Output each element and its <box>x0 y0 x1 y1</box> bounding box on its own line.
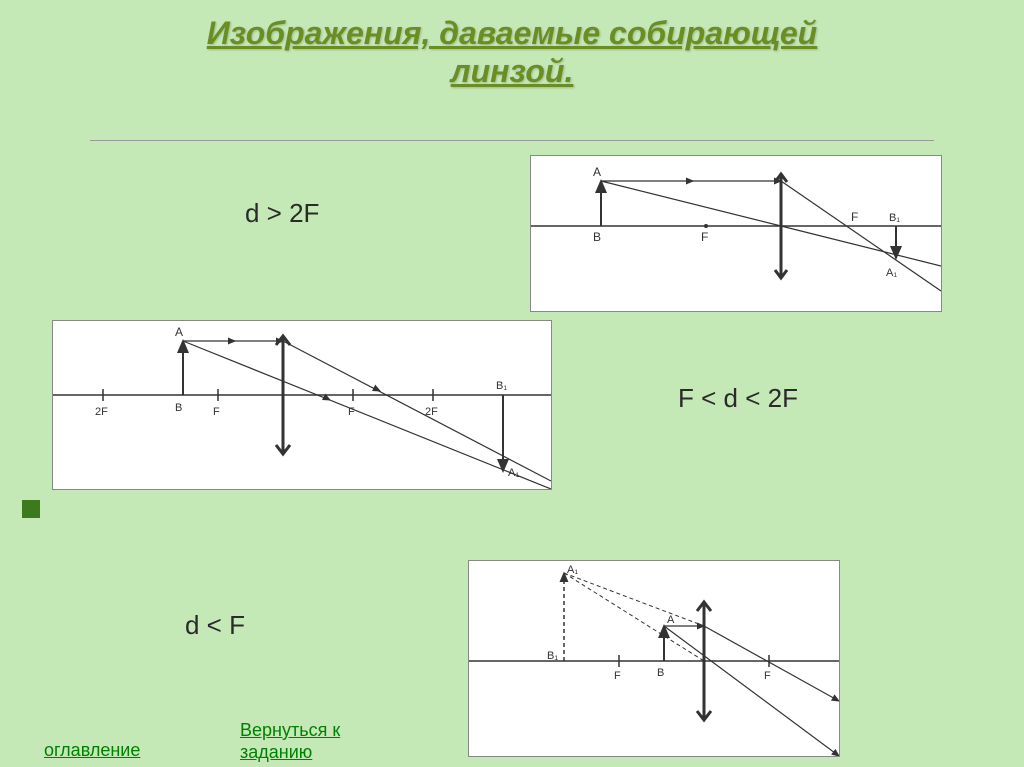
link-back-line1[interactable]: Вернуться к <box>240 720 340 741</box>
svg-text:A₁: A₁ <box>567 564 578 576</box>
diagram-svg-3: F F A B A₁ B₁ <box>469 561 839 756</box>
svg-text:A₁: A₁ <box>508 467 519 479</box>
diagram-f-lt-d-lt-2f: 2F F F 2F A B B₁ A₁ <box>52 320 552 490</box>
svg-text:A₁: A₁ <box>886 267 897 279</box>
svg-text:F: F <box>701 230 708 244</box>
title-line-2: линзой. <box>451 53 574 89</box>
svg-text:B₁: B₁ <box>547 650 558 662</box>
condition-1: d > 2F <box>245 198 319 229</box>
svg-text:B: B <box>175 402 182 414</box>
svg-text:2F: 2F <box>95 406 108 418</box>
svg-text:F: F <box>213 406 220 418</box>
svg-text:F: F <box>851 210 858 224</box>
diagram-d-gt-2f: A B F F B₁ A₁ <box>530 155 942 312</box>
condition-3: d < F <box>185 610 245 641</box>
svg-text:B₁: B₁ <box>496 380 507 392</box>
svg-text:A: A <box>593 165 601 179</box>
bullet-decoration <box>22 500 40 518</box>
title-line-1: Изображения, даваемые собирающей <box>207 15 817 51</box>
diagram-svg-2: 2F F F 2F A B B₁ A₁ <box>53 321 551 489</box>
svg-text:F: F <box>614 670 621 682</box>
svg-text:B₁: B₁ <box>889 212 900 224</box>
svg-text:F: F <box>764 670 771 682</box>
link-toc[interactable]: оглавление <box>44 740 140 761</box>
diagram-svg-1: A B F F B₁ A₁ <box>531 156 941 311</box>
svg-text:B: B <box>593 230 601 244</box>
svg-text:B: B <box>657 667 664 679</box>
page-title: Изображения, даваемые собирающей линзой. <box>0 14 1024 91</box>
link-back-line2[interactable]: заданию <box>240 742 312 763</box>
svg-text:A: A <box>175 325 183 339</box>
condition-2: F < d < 2F <box>678 383 798 414</box>
diagram-d-lt-f: F F A B A₁ B₁ <box>468 560 840 757</box>
separator <box>90 140 934 141</box>
svg-text:A: A <box>667 614 675 626</box>
